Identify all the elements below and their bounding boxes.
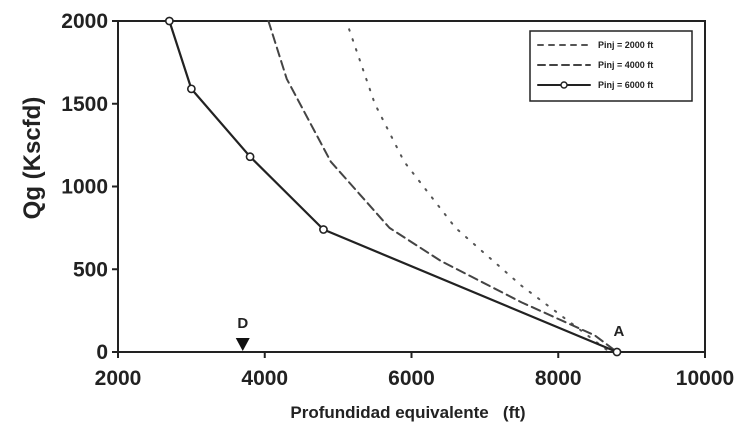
y-axis-label: Qg (Kscfd) (19, 97, 46, 220)
series-line-1 (267, 20, 618, 353)
x-tick-label: 10000 (676, 367, 734, 390)
y-tick-label: 1500 (61, 93, 108, 116)
x-axis-label: Profundidad equivalente (ft) (290, 403, 525, 422)
legend-label-2: Pinj = 6000 ft (598, 80, 653, 90)
x-tick-label: 8000 (535, 367, 582, 390)
y-tick-label: 2000 (61, 10, 108, 33)
annotation-label-A: A (614, 323, 625, 340)
y-tick-label: 1000 (61, 176, 108, 199)
annotation-label-D: D (237, 315, 248, 332)
legend-marker-2 (560, 81, 568, 89)
series-point-2 (186, 84, 196, 94)
x-tick-label: 2000 (95, 367, 142, 390)
y-tick-label: 500 (73, 258, 108, 281)
series-point-2 (612, 347, 622, 357)
legend-label-0: Pinj = 2000 ft (598, 40, 653, 50)
series-point-2 (245, 152, 255, 162)
legend-label-1: Pinj = 4000 ft (598, 60, 653, 70)
series-point-2 (164, 16, 174, 26)
x-tick-label: 6000 (388, 367, 435, 390)
annotation-marker-D (235, 338, 250, 351)
series-point-2 (319, 225, 328, 234)
y-tick-label: 0 (96, 341, 108, 364)
x-tick-label: 4000 (241, 367, 288, 390)
